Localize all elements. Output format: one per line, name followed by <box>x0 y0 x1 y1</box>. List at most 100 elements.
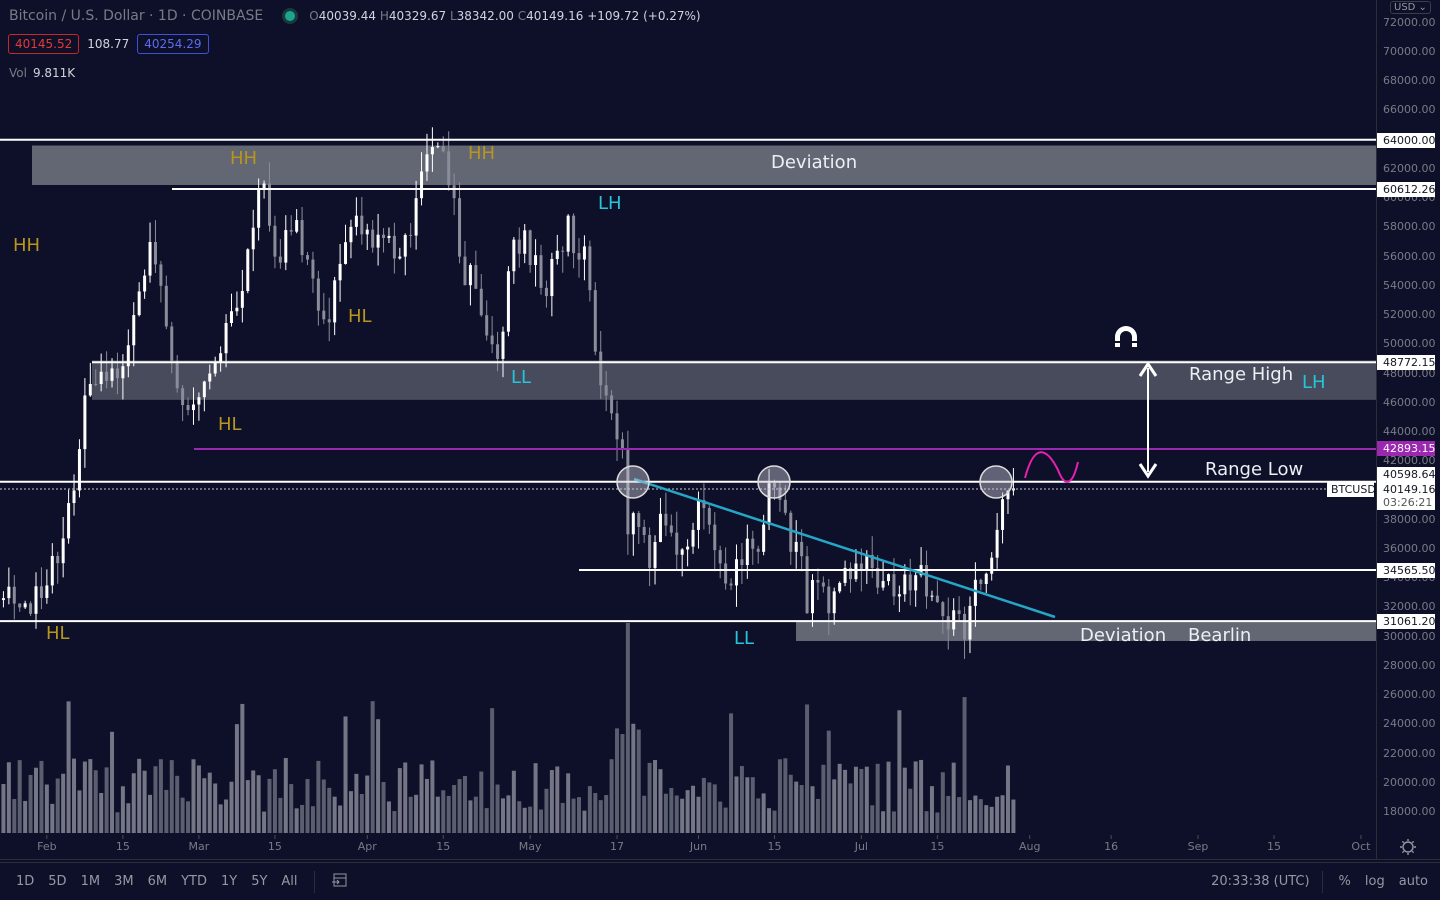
candle[interactable] <box>718 545 722 579</box>
candle[interactable] <box>756 545 760 564</box>
candle[interactable] <box>240 269 244 323</box>
candle[interactable] <box>213 356 217 377</box>
candle[interactable] <box>789 510 793 565</box>
candle[interactable] <box>555 234 559 265</box>
zone-rect[interactable] <box>32 145 1376 185</box>
candle[interactable] <box>588 240 592 302</box>
candle[interactable] <box>935 580 939 603</box>
zone-rect[interactable] <box>796 621 1376 641</box>
candle[interactable] <box>235 291 239 316</box>
candle[interactable] <box>631 511 635 556</box>
candle[interactable] <box>550 252 554 317</box>
candle[interactable] <box>957 596 961 622</box>
candle[interactable] <box>458 182 462 264</box>
candle[interactable] <box>447 131 451 191</box>
candle[interactable] <box>251 209 255 272</box>
candle[interactable] <box>333 276 337 336</box>
candle[interactable] <box>153 220 157 274</box>
range-3m[interactable]: 3M <box>114 874 134 889</box>
candle[interactable] <box>930 590 934 602</box>
candle[interactable] <box>963 606 967 659</box>
candle[interactable] <box>126 329 130 378</box>
candle[interactable] <box>620 432 624 459</box>
candle[interactable] <box>582 235 586 281</box>
candle[interactable] <box>349 219 353 259</box>
candle[interactable] <box>740 543 744 584</box>
candle[interactable] <box>273 215 277 269</box>
candle[interactable] <box>365 223 369 250</box>
candle[interactable] <box>653 535 657 585</box>
candle[interactable] <box>77 439 81 498</box>
candle[interactable] <box>658 497 662 543</box>
log-scale-toggle[interactable]: log <box>1364 874 1385 889</box>
label-bearlin[interactable]: Bearlin <box>1188 625 1252 646</box>
candle[interactable] <box>34 572 38 629</box>
candle[interactable] <box>816 568 820 600</box>
candle[interactable] <box>995 512 999 569</box>
candle[interactable] <box>734 544 738 607</box>
label-lh[interactable]: LH <box>598 193 622 214</box>
candle[interactable] <box>821 576 825 593</box>
candle[interactable] <box>724 547 728 590</box>
candle[interactable] <box>88 362 92 397</box>
candle[interactable] <box>474 250 478 290</box>
candle[interactable] <box>610 390 614 421</box>
candle[interactable] <box>463 241 467 286</box>
label-lh[interactable]: LH <box>1302 372 1326 393</box>
retest-circle[interactable] <box>616 465 650 499</box>
candle[interactable] <box>344 224 348 265</box>
label-deviation-bottom[interactable]: Deviation <box>1080 625 1167 646</box>
candle[interactable] <box>1 591 5 608</box>
candle[interactable] <box>496 331 500 372</box>
candle[interactable] <box>984 572 988 594</box>
candle[interactable] <box>409 223 413 248</box>
candle[interactable] <box>398 247 402 260</box>
candle[interactable] <box>979 578 983 591</box>
label-hh[interactable]: HH <box>230 148 258 169</box>
label-hh[interactable]: HH <box>468 143 496 164</box>
candle[interactable] <box>577 238 581 278</box>
candle[interactable] <box>783 485 787 516</box>
candle[interactable] <box>56 551 60 584</box>
range-all[interactable]: All <box>281 874 298 889</box>
label-hh[interactable]: HH <box>13 235 41 256</box>
candle[interactable] <box>45 569 49 604</box>
clock-time[interactable]: 20:33:38 (UTC) <box>1211 874 1310 889</box>
candle[interactable] <box>338 243 342 302</box>
candle[interactable] <box>713 512 717 572</box>
candle[interactable] <box>105 351 109 389</box>
range-1d[interactable]: 1D <box>16 874 35 889</box>
label-ll[interactable]: LL <box>734 628 755 649</box>
candle[interactable] <box>772 479 776 501</box>
candle[interactable] <box>854 549 858 582</box>
candle[interactable] <box>897 585 901 613</box>
candle[interactable] <box>67 489 71 544</box>
candle[interactable] <box>599 330 603 399</box>
symbol-title[interactable]: Bitcoin / U.S. Dollar · 1D · COINBASE <box>9 8 264 24</box>
retest-circle[interactable] <box>757 465 791 499</box>
candle[interactable] <box>707 505 711 534</box>
candle[interactable] <box>137 282 141 317</box>
percent-scale-toggle[interactable]: % <box>1338 874 1351 889</box>
candle[interactable] <box>61 516 65 578</box>
candle[interactable] <box>669 514 673 537</box>
candle[interactable] <box>523 223 527 264</box>
descending-trendline[interactable] <box>633 477 1056 619</box>
candle[interactable] <box>224 314 228 368</box>
candle[interactable] <box>479 274 483 317</box>
candle[interactable] <box>403 233 407 276</box>
candle[interactable] <box>316 270 320 326</box>
candle[interactable] <box>485 300 489 341</box>
settings-gear-icon[interactable] <box>1400 839 1416 855</box>
candle[interactable] <box>197 392 201 421</box>
candle[interactable] <box>1001 492 1005 544</box>
range-1y[interactable]: 1Y <box>220 874 238 889</box>
auto-scale-toggle[interactable]: auto <box>1398 874 1428 889</box>
candle[interactable] <box>843 560 847 587</box>
candle[interactable] <box>170 321 174 374</box>
candle[interactable] <box>887 573 891 586</box>
candle[interactable] <box>952 598 956 636</box>
time-axis[interactable]: Feb 15 Mar 15 Apr 15 May 17 Jun 15 Jul 15 Aug 16 Sep 15… <box>37 835 1371 853</box>
candle[interactable] <box>371 220 375 253</box>
go-to-date-icon[interactable] <box>331 871 349 893</box>
